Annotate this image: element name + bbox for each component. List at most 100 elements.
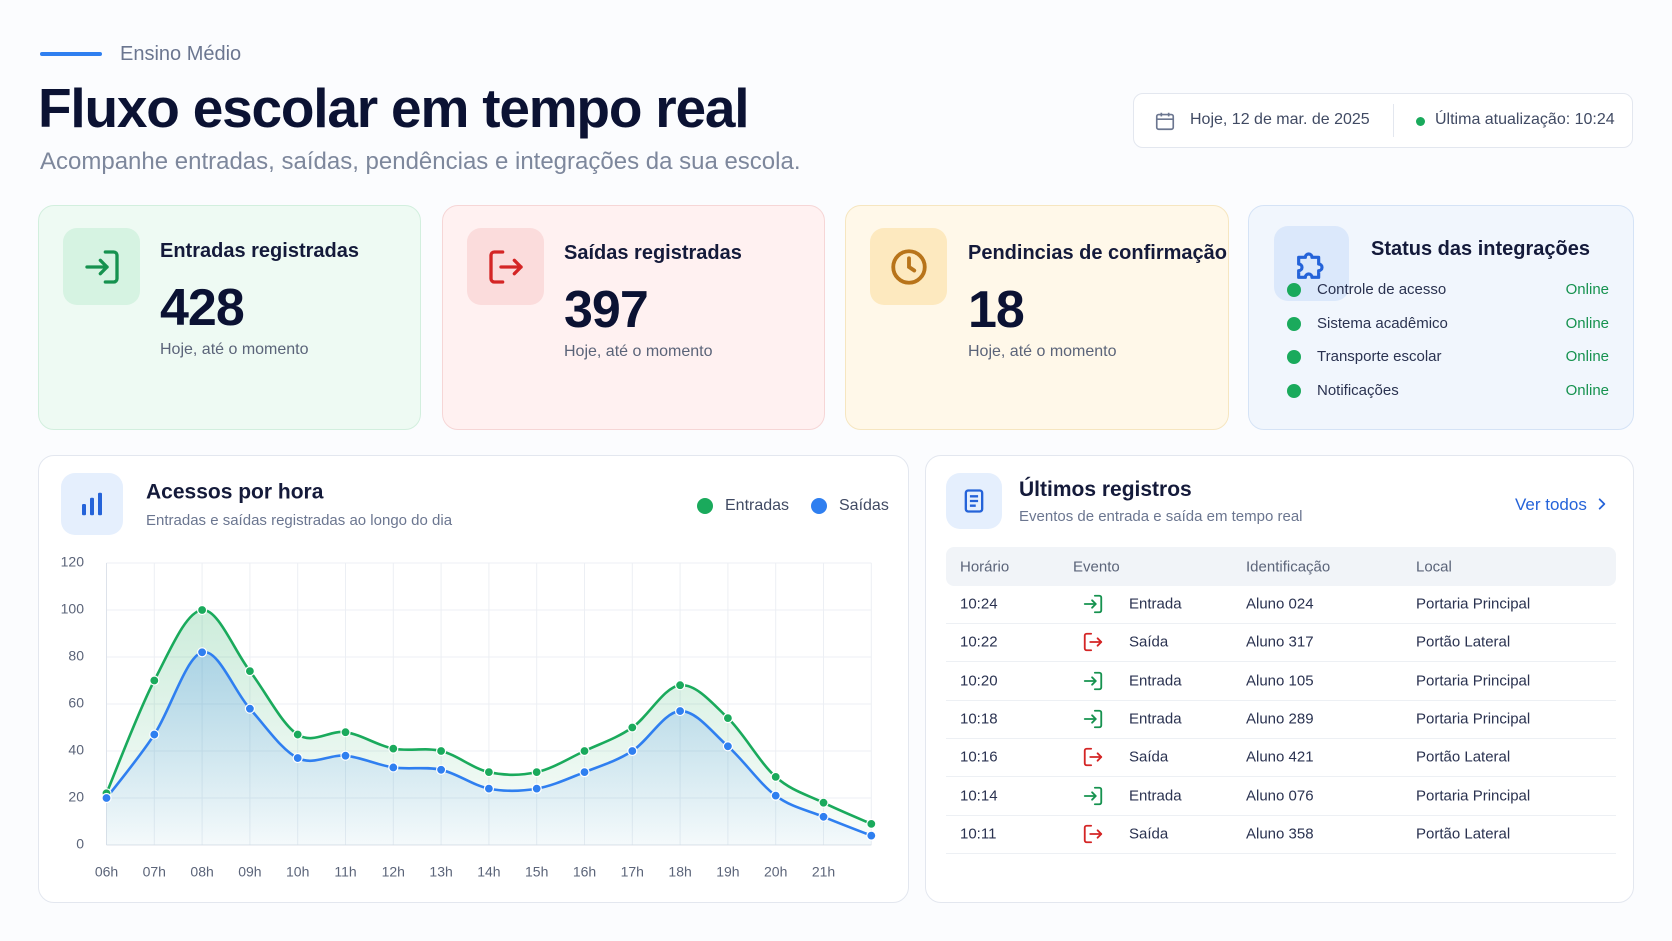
series-line: [105, 608, 872, 826]
data-point: [770, 771, 781, 782]
row-divider: [946, 699, 1616, 701]
y-tick-label: 0: [76, 836, 84, 852]
column-header: Identificação: [1246, 558, 1331, 576]
card-integrations: Status das integrações Controle de acess…: [1248, 205, 1634, 430]
eyebrow: Ensino Médio: [120, 43, 242, 65]
data-point: [866, 818, 877, 829]
data-point: [197, 647, 208, 658]
calendar-icon: [1155, 112, 1175, 131]
event-icon: [1082, 746, 1104, 768]
status-dot: [1287, 283, 1301, 297]
column-header: Horário: [960, 558, 1010, 576]
y-tick-label: 40: [68, 742, 84, 758]
row-divider: [946, 814, 1616, 816]
table-cell: Portaria Principal: [1416, 672, 1531, 690]
data-point: [197, 604, 208, 616]
card-exits: Saídas registradas 397 Hoje, até o momen…: [442, 205, 825, 430]
updated-text: Última atualização: 10:24: [1435, 111, 1615, 128]
event-icon-svg: [1083, 748, 1103, 767]
table-cell: 10:22: [960, 633, 998, 651]
event-icon: [1082, 631, 1104, 653]
document-icon: [964, 489, 984, 513]
table-cell: Saída: [1129, 633, 1169, 651]
event-icon: [1082, 593, 1104, 615]
data-point: [770, 790, 781, 801]
card-note: Hoje, até o momento: [968, 343, 1117, 360]
event-icon-svg: [1083, 633, 1103, 652]
x-tick-label: 06h: [95, 864, 118, 880]
page-subtitle: Acompanhe entradas, saídas, pendências e…: [40, 148, 801, 175]
table-cell: Aluno 358: [1246, 825, 1314, 843]
card-pending: Pendincias de confirmação 18 Hoje, até o…: [845, 205, 1229, 430]
x-tick-label: 10h: [286, 864, 309, 880]
table-cell: Entrada: [1129, 710, 1182, 728]
integration-name: Controle de acesso: [1317, 281, 1447, 298]
table-panel: Últimos registros Eventos de entrada e s…: [925, 455, 1634, 903]
bar-icon: [82, 492, 102, 516]
table-cell: 10:24: [960, 595, 998, 613]
event-icon-svg: [1083, 594, 1103, 614]
table-cell: Portão Lateral: [1416, 825, 1511, 843]
row-divider: [946, 852, 1616, 854]
chevron-icon[interactable]: [1595, 497, 1609, 511]
x-tick-label: 11h: [334, 864, 356, 880]
y-tick-label: 100: [61, 601, 85, 617]
legend-label: Entradas: [725, 497, 789, 514]
data-point: [340, 727, 351, 738]
x-tick-label: 08h: [190, 864, 213, 880]
event-icon-svg: [1083, 709, 1103, 729]
row-divider: [946, 737, 1616, 739]
exit-icon: [488, 249, 523, 284]
data-point: [818, 797, 829, 808]
event-icon-svg: [1083, 786, 1103, 805]
clock-icon: [890, 248, 927, 285]
data-point: [722, 741, 734, 752]
status-dot: [1416, 117, 1425, 126]
table-cell: 10:11: [960, 825, 997, 843]
view-all-link[interactable]: Ver todos: [1515, 495, 1609, 515]
table-cell: 10:16: [960, 748, 998, 766]
x-tick-label: 12h: [382, 864, 405, 880]
card-value: 397: [564, 281, 649, 339]
card-icon: [1274, 226, 1349, 301]
table-cell: Aluno 076: [1246, 787, 1314, 804]
x-tick-label: 13h: [429, 864, 452, 880]
link-text[interactable]: Ver todos: [1515, 495, 1587, 514]
status-dot: [1287, 316, 1301, 331]
data-point: [149, 675, 160, 686]
data-point: [627, 745, 638, 757]
event-icon: [1082, 785, 1104, 807]
data-point: [388, 762, 399, 773]
table-cell: Portaria Principal: [1416, 595, 1531, 613]
x-tick-label: 19h: [716, 864, 739, 880]
data-point: [244, 703, 255, 714]
table-cell: Aluno 024: [1246, 595, 1314, 613]
data-point: [244, 666, 255, 677]
table-cell: Saída: [1129, 825, 1169, 843]
puzzle-icon: [1296, 252, 1323, 279]
series-line: [105, 650, 872, 837]
enter-icon: [84, 249, 119, 284]
data-point: [531, 767, 542, 778]
data-point: [674, 680, 686, 691]
table-cell: Entrada: [1129, 595, 1182, 613]
data-point: [149, 729, 160, 740]
chart-icon: [61, 473, 123, 535]
data-point: [579, 745, 590, 757]
table-cell: Portão Lateral: [1416, 748, 1511, 766]
table-cell: Aluno 421: [1246, 748, 1314, 766]
event-icon: [1082, 823, 1104, 845]
integration-status: Online: [1565, 281, 1609, 298]
chart-panel: Acessos por hora Entradas e saídas regis…: [38, 455, 909, 903]
table-header: [946, 547, 1616, 586]
table-cell: Entrada: [1129, 672, 1182, 690]
row-divider: [946, 661, 1616, 663]
event-icon: [1082, 670, 1104, 692]
legend-swatch: [811, 498, 827, 514]
date-box: Hoje, 12 de mar. de 2025 Última atualiza…: [1133, 93, 1633, 148]
data-point: [818, 811, 829, 822]
data-point: [292, 752, 303, 764]
card-icon: [63, 228, 140, 305]
x-tick-label: 07h: [143, 864, 166, 880]
